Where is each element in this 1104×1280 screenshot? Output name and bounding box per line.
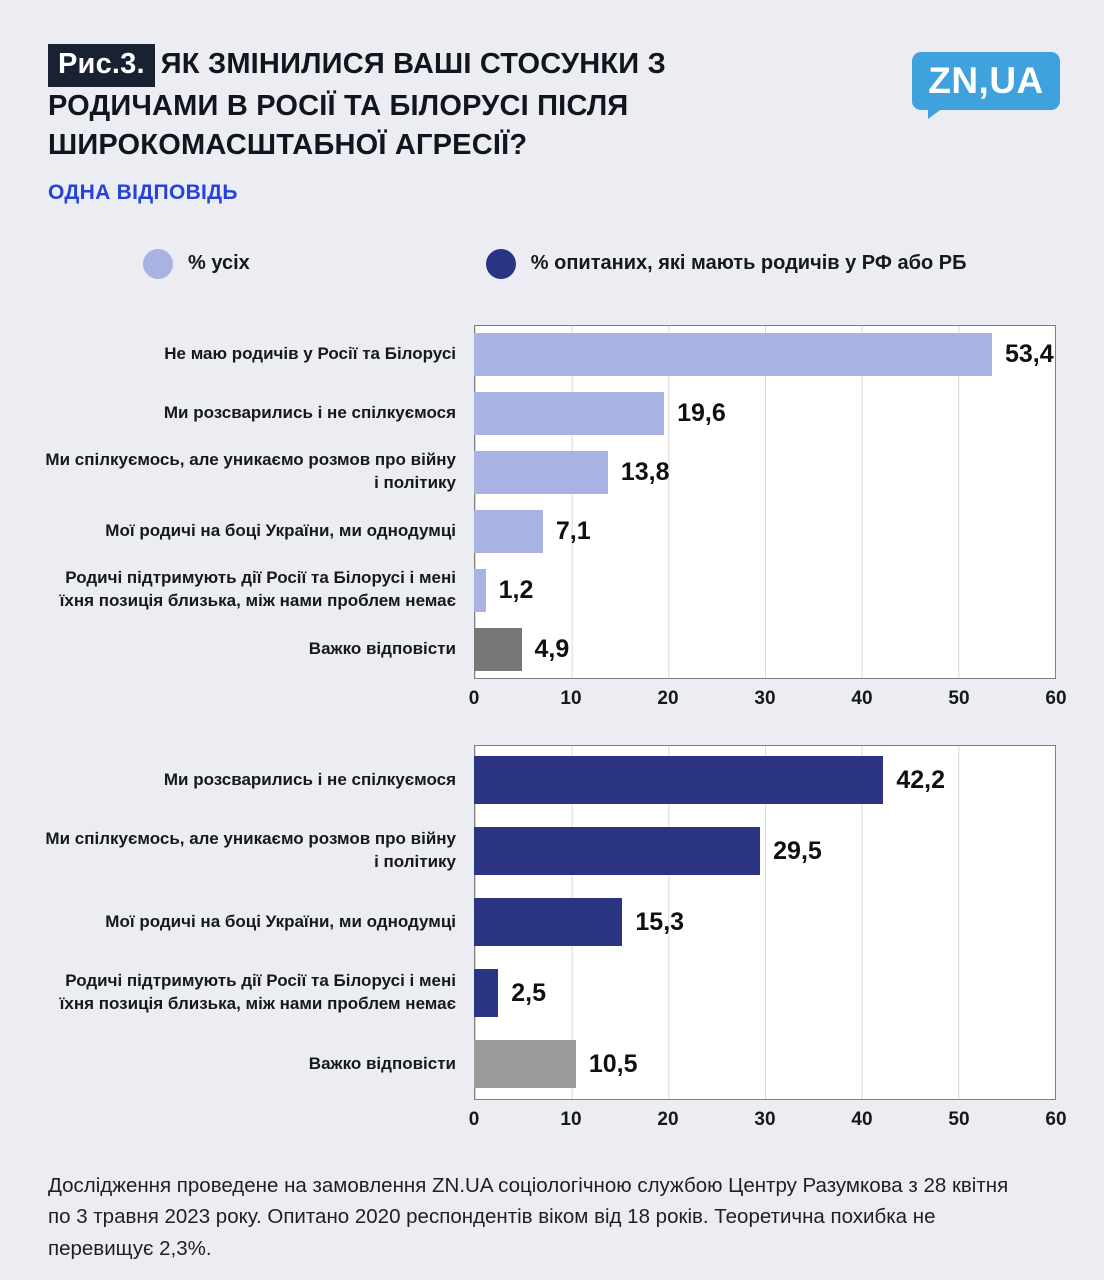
page-title-text: ЯК ЗМІНИЛИСЯ ВАШІ СТОСУНКИ З РОДИЧАМИ В … xyxy=(48,48,666,161)
chart-row: Ми розсварились і не спілкуємося 42,2 xyxy=(40,745,1056,816)
bar-label: Ми розсварились і не спілкуємося xyxy=(163,769,456,789)
bar-value: 13,8 xyxy=(620,457,670,486)
axis-tick: 30 xyxy=(754,687,776,709)
axis-tick: 60 xyxy=(1045,1108,1067,1130)
bar-label: Важко відповісти xyxy=(308,1053,456,1073)
subtitle: ОДНА ВІДПОВІДЬ xyxy=(48,180,238,204)
znua-logo: ZN,UA xyxy=(912,52,1060,119)
chart-row: Мої родичі на боці України, ми однодумці… xyxy=(40,502,1056,561)
chart-row: Ми розсварились і не спілкуємося 19,6 xyxy=(40,384,1056,443)
chart-with-relatives: Ми розсварились і не спілкуємося 42,2 Ми с… xyxy=(40,744,1067,1140)
bar-value: 19,6 xyxy=(677,398,726,427)
bar-value: 10,5 xyxy=(588,1049,638,1078)
bar-area: 10,5 xyxy=(474,1029,1056,1100)
bar xyxy=(474,332,992,376)
chart-row: Не маю родичів у Росії та Білорусі 53,4 xyxy=(40,325,1056,384)
bar xyxy=(474,509,543,553)
bar-label: Ми спілкуємось, але уникаємо розмов про … xyxy=(45,450,456,493)
axis-tick: 60 xyxy=(1045,687,1067,709)
bar xyxy=(474,627,522,671)
axis-tick: 40 xyxy=(851,1108,873,1130)
bar-area: 4,9 xyxy=(474,620,1056,679)
bar-area: 42,2 xyxy=(474,745,1056,816)
bar-label: Мої родичі на боці України, ми однодумці xyxy=(105,911,456,931)
bar-label: Мої родичі на боці України, ми однодумці xyxy=(105,520,456,540)
legend-label: % опитаних, які мають родичів у РФ або Р… xyxy=(530,252,967,275)
bar-area: 29,5 xyxy=(474,816,1056,887)
chart-row: Важко відповісти 4,9 xyxy=(40,620,1056,679)
bar-value: 29,5 xyxy=(773,836,822,865)
bar-label: Родичі підтримують дії Росії та Білорусі… xyxy=(59,568,456,611)
bar-value: 1,2 xyxy=(498,575,534,604)
bar xyxy=(474,568,486,612)
bar-value: 42,2 xyxy=(896,765,945,794)
chart-rows: Ми розсварились і не спілкуємося 42,2 Ми с… xyxy=(40,744,1056,1100)
bar-label: Родичі підтримують дії Росії та Білорусі… xyxy=(59,971,456,1014)
bar xyxy=(474,450,608,494)
bar-label: Не маю родичів у Росії та Білорусі xyxy=(164,343,456,363)
bar-value: 2,5 xyxy=(511,978,547,1007)
bar-label: Ми спілкуємось, але уникаємо розмов про … xyxy=(45,829,456,872)
bar-area: 53,4 xyxy=(474,325,1056,384)
bar-area: 15,3 xyxy=(474,887,1056,958)
axis-tick: 40 xyxy=(851,687,873,709)
footer-note: Дослідження проведене на замовлення ZN.U… xyxy=(48,1173,1009,1261)
legend-dot-dark xyxy=(485,248,516,279)
legend-label: % усіх xyxy=(188,252,250,275)
axis-tick: 20 xyxy=(657,687,679,709)
bar-value: 15,3 xyxy=(635,907,685,936)
chart-all-respondents: Не маю родичів у Росії та Білорусі 53,4 Ми… xyxy=(40,324,1067,719)
legend: % усіх % опитаних, які мають родичів у Р… xyxy=(143,248,1056,279)
chart-axis: 0 10 20 30 40 50 60 xyxy=(469,679,1067,719)
chart-row: Родичі підтримують дії Росії та Білорусі… xyxy=(40,561,1056,620)
axis-tick: 50 xyxy=(948,1108,970,1130)
chart-row: Ми спілкуємось, але уникаємо розмов про … xyxy=(40,443,1056,502)
bar xyxy=(474,969,499,1018)
chart-row: Мої родичі на боці України, ми однодумці… xyxy=(40,887,1056,958)
axis-tick: 30 xyxy=(754,1108,776,1130)
figure-badge: Рис.3. xyxy=(48,44,155,87)
legend-dot-light xyxy=(143,248,173,279)
bar-area: 1,2 xyxy=(474,561,1056,620)
bar-area: 19,6 xyxy=(474,384,1056,443)
bar-value: 53,4 xyxy=(1004,339,1054,368)
bar xyxy=(474,756,884,805)
page-title: Рис.3. ЯК ЗМІНИЛИСЯ ВАШІ СТОСУНКИ З РОДИЧ… xyxy=(48,44,788,165)
header: Рис.3. ЯК ЗМІНИЛИСЯ ВАШІ СТОСУНКИ З РОДИЧ… xyxy=(0,44,1104,205)
bar-value: 7,1 xyxy=(555,516,591,545)
chart-axis: 0 10 20 30 40 50 60 xyxy=(469,1100,1067,1140)
bar xyxy=(474,391,665,435)
bar-area: 2,5 xyxy=(474,958,1056,1029)
bar xyxy=(474,1040,576,1089)
chart-row: Важко відповісти 10,5 xyxy=(40,1029,1056,1100)
chart-row: Родичі підтримують дії Росії та Білорусі… xyxy=(40,958,1056,1029)
axis-tick: 0 xyxy=(468,687,480,709)
chart-row: Ми спілкуємось, але уникаємо розмов про … xyxy=(40,816,1056,887)
axis-tick: 50 xyxy=(948,687,970,709)
legend-item-all: % усіх xyxy=(143,248,250,279)
bar xyxy=(474,898,623,947)
axis-tick: 10 xyxy=(560,1108,582,1130)
axis-tick: 20 xyxy=(657,1108,679,1130)
axis-tick: 0 xyxy=(468,1108,480,1130)
bar-area: 7,1 xyxy=(474,502,1056,561)
legend-item-relatives: % опитаних, які мають родичів у РФ або Р… xyxy=(485,248,967,279)
chart-rows: Не маю родичів у Росії та Білорусі 53,4 Ми… xyxy=(40,324,1056,679)
axis-tick: 10 xyxy=(560,687,582,709)
bar-area: 13,8 xyxy=(474,443,1056,502)
bar-label: Важко відповісти xyxy=(308,638,456,658)
bar-label: Ми розсварились і не спілкуємося xyxy=(163,402,456,422)
bar xyxy=(474,827,761,876)
bar-value: 4,9 xyxy=(534,634,570,663)
